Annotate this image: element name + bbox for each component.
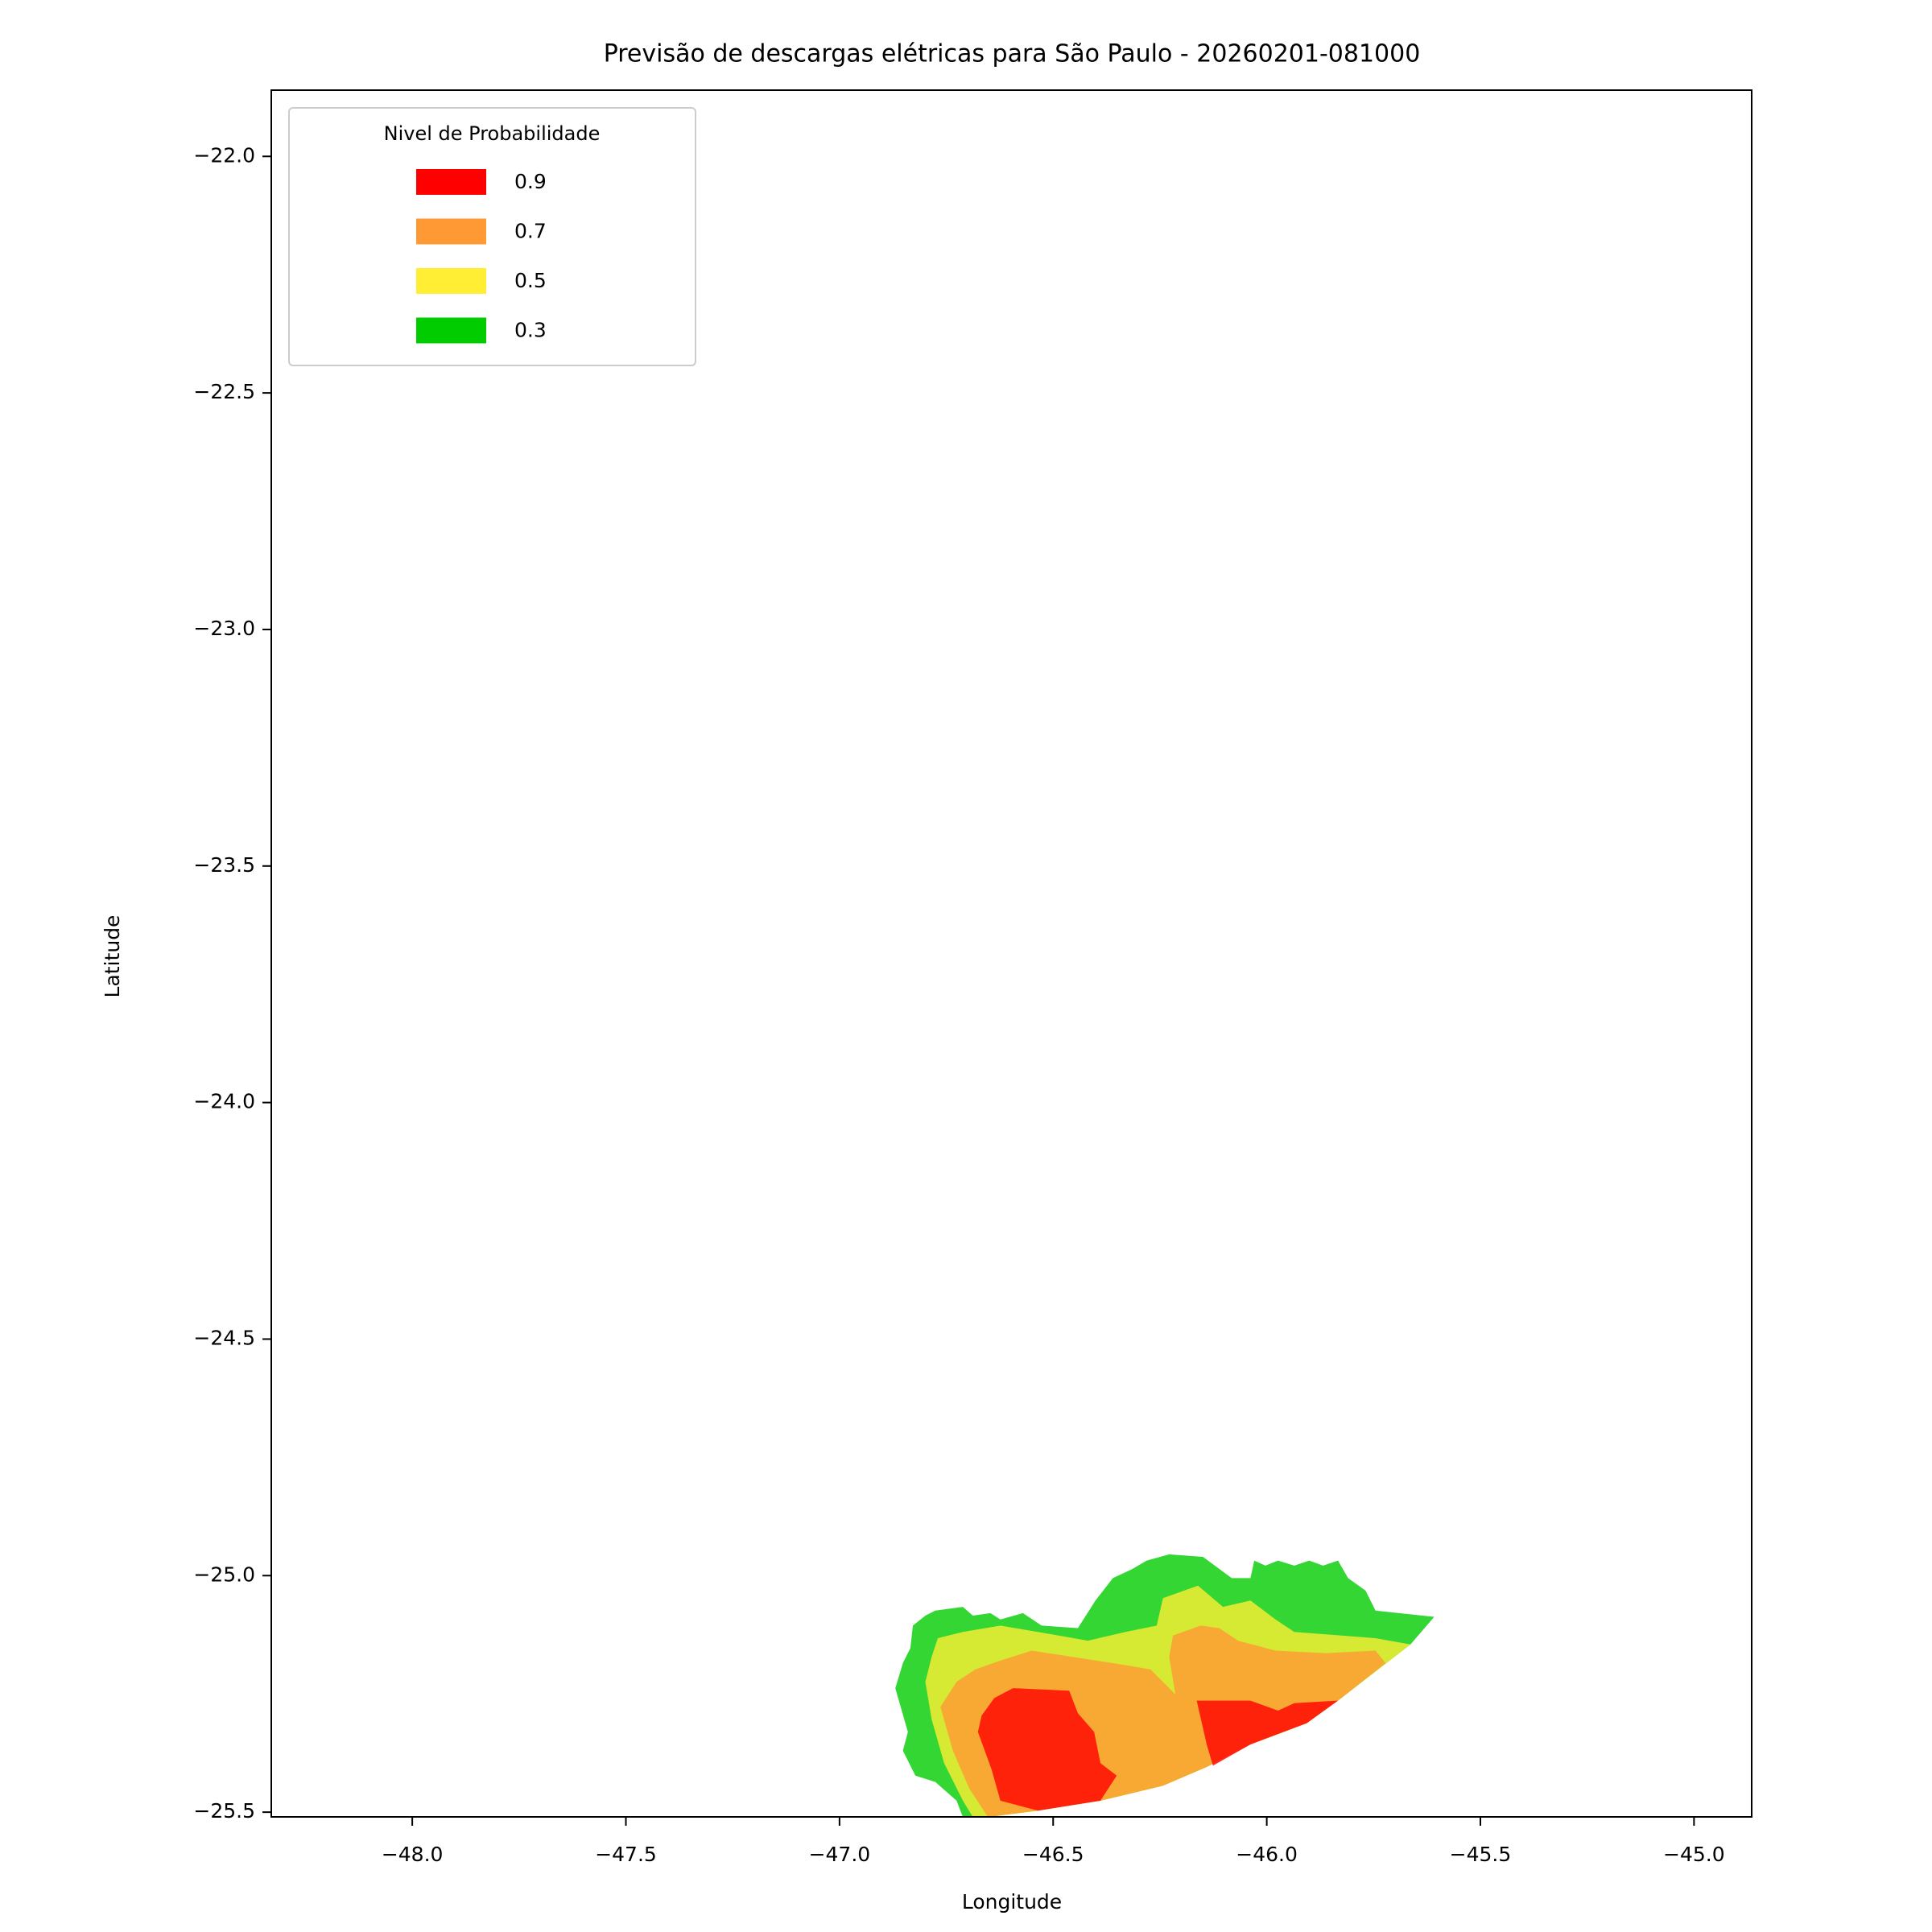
- legend-box: [288, 107, 696, 366]
- x-tick-label: −46.0: [1236, 1843, 1298, 1866]
- contour-region: [1196, 1700, 1339, 1766]
- y-tick-label: −22.0: [193, 143, 255, 167]
- y-tick-label: −25.0: [193, 1563, 255, 1586]
- y-tick-label: −22.5: [193, 380, 255, 403]
- x-tick-label: −48.0: [382, 1843, 444, 1866]
- legend-label: 0.3: [514, 319, 547, 342]
- y-tick-label: −23.5: [193, 853, 255, 877]
- legend-label: 0.5: [514, 269, 547, 292]
- contour-region: [977, 1688, 1117, 1811]
- legend-label: 0.7: [514, 220, 547, 243]
- x-axis-label: Longitude: [962, 1890, 1062, 1913]
- plot-frame: [270, 89, 1752, 1818]
- legend-swatch: [416, 169, 486, 195]
- x-tick-label: −45.5: [1450, 1843, 1512, 1866]
- x-tick-label: −47.5: [595, 1843, 657, 1866]
- x-tick-label: −47.0: [809, 1843, 871, 1866]
- y-tick-label: −23.0: [193, 617, 255, 640]
- legend-swatch: [416, 218, 486, 245]
- y-tick-label: −25.5: [193, 1799, 255, 1823]
- legend-label: 0.9: [514, 170, 547, 193]
- y-tick-label: −24.5: [193, 1326, 255, 1349]
- y-axis-label: Latitude: [101, 915, 124, 998]
- x-tick-label: −46.5: [1022, 1843, 1084, 1866]
- x-tick-label: −45.0: [1663, 1843, 1725, 1866]
- legend-swatch: [416, 317, 486, 344]
- legend-title: Nivel de Probabilidade: [384, 122, 601, 145]
- y-tick-label: −24.0: [193, 1090, 255, 1113]
- legend-swatch: [416, 268, 486, 294]
- chart-title: Previsão de descargas elétricas para São…: [604, 40, 1421, 68]
